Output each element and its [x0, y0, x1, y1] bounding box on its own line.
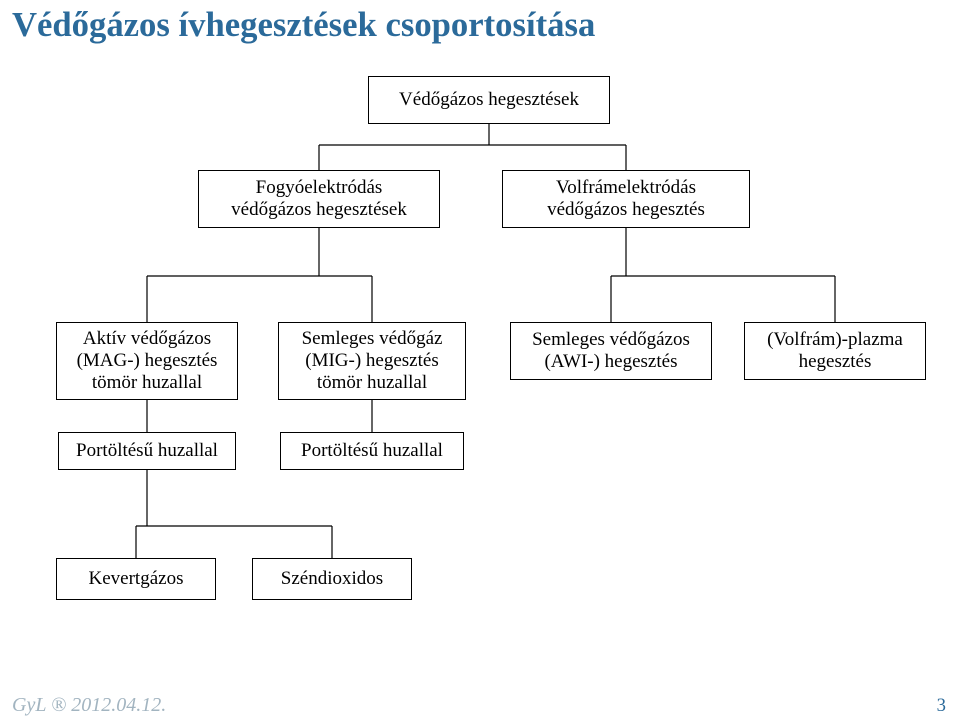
node-mag-text: Aktív védőgázos (MAG-) hegesztés tömör h…: [77, 328, 218, 394]
page-title: Védőgázos ívhegesztések csoportosítása: [12, 6, 595, 45]
text-line: tömör huzallal: [302, 372, 443, 394]
text-line: (Volfrám)-plazma: [767, 329, 903, 351]
node-mig-por: Portöltésű huzallal: [280, 432, 464, 470]
text-line: Fogyóelektródás: [231, 177, 407, 199]
node-root-label: Védőgázos hegesztések: [399, 89, 579, 111]
text-line: védőgázos hegesztések: [231, 199, 407, 221]
node-fogyo: Fogyóelektródás védőgázos hegesztések: [198, 170, 440, 228]
node-root: Védőgázos hegesztések: [368, 76, 610, 124]
footer-page-number: 3: [937, 695, 946, 717]
node-volfram: Volfrámelektródás védőgázos hegesztés: [502, 170, 750, 228]
text-line: Semleges védőgáz: [302, 328, 443, 350]
node-plazma-text: (Volfrám)-plazma hegesztés: [767, 329, 903, 373]
node-mig: Semleges védőgáz (MIG-) hegesztés tömör …: [278, 322, 466, 400]
text-line: tömör huzallal: [77, 372, 218, 394]
node-awi: Semleges védőgázos (AWI-) hegesztés: [510, 322, 712, 380]
node-kevert: Kevertgázos: [56, 558, 216, 600]
node-volfram-text: Volfrámelektródás védőgázos hegesztés: [547, 177, 705, 221]
text-line: védőgázos hegesztés: [547, 199, 705, 221]
node-co2-label: Széndioxidos: [281, 568, 383, 590]
text-line: (MAG-) hegesztés: [77, 350, 218, 372]
node-awi-text: Semleges védőgázos (AWI-) hegesztés: [532, 329, 690, 373]
text-line: Aktív védőgázos: [77, 328, 218, 350]
text-line: hegesztés: [767, 351, 903, 373]
node-mig-text: Semleges védőgáz (MIG-) hegesztés tömör …: [302, 328, 443, 394]
node-mig-por-label: Portöltésű huzallal: [301, 440, 443, 462]
node-mag-por-label: Portöltésű huzallal: [76, 440, 218, 462]
text-line: (AWI-) hegesztés: [532, 351, 690, 373]
node-plazma: (Volfrám)-plazma hegesztés: [744, 322, 926, 380]
node-mag: Aktív védőgázos (MAG-) hegesztés tömör h…: [56, 322, 238, 400]
text-line: (MIG-) hegesztés: [302, 350, 443, 372]
footer-left: GyL ® 2012.04.12.: [12, 694, 166, 717]
text-line: Volfrámelektródás: [547, 177, 705, 199]
node-fogyo-text: Fogyóelektródás védőgázos hegesztések: [231, 177, 407, 221]
node-kevert-label: Kevertgázos: [89, 568, 184, 590]
node-mag-por: Portöltésű huzallal: [58, 432, 236, 470]
node-co2: Széndioxidos: [252, 558, 412, 600]
text-line: Semleges védőgázos: [532, 329, 690, 351]
